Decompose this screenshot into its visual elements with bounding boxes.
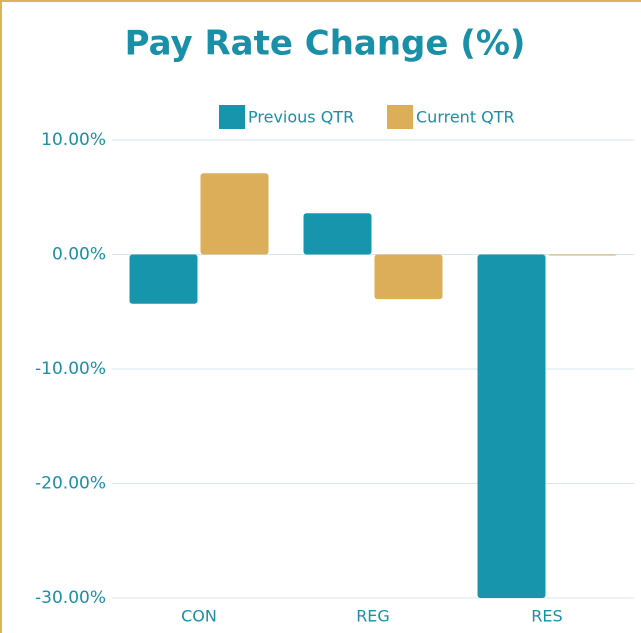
bar [374, 254, 443, 300]
bar [303, 213, 372, 255]
y-tick-label: -10.00% [35, 359, 106, 379]
y-tick-label: -20.00% [35, 474, 106, 494]
bar [129, 254, 198, 304]
legend-swatch [387, 105, 413, 129]
bar [477, 254, 546, 598]
x-tick-label: CON [181, 607, 217, 626]
x-tick-label: RES [531, 607, 562, 626]
legend-label: Previous QTR [248, 108, 354, 127]
y-tick-label: -30.00% [35, 588, 106, 608]
bar [200, 173, 269, 255]
chart-title: Pay Rate Change (%) [125, 24, 526, 64]
y-tick-label: 10.00% [41, 130, 106, 150]
x-tick-label: REG [356, 607, 390, 626]
legend-swatch [219, 105, 245, 129]
y-tick-label: 0.00% [52, 245, 106, 265]
legend-label: Current QTR [416, 108, 515, 127]
bar [548, 254, 617, 256]
